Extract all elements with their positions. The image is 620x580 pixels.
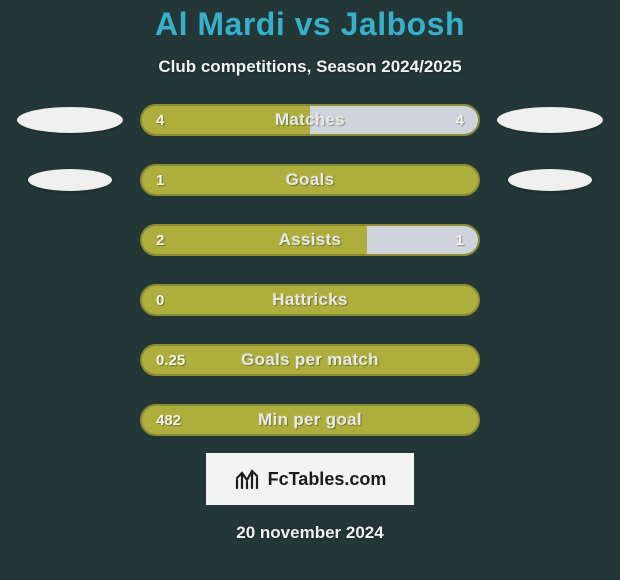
stat-row: 482Min per goal xyxy=(0,397,620,443)
comparison-card: Al Mardi vs Jalbosh Club competitions, S… xyxy=(0,0,620,580)
subtitle: Club competitions, Season 2024/2025 xyxy=(0,57,620,77)
fctables-logo-icon xyxy=(234,468,262,490)
player-left-slot xyxy=(0,217,140,263)
stat-bar: 0Hattricks xyxy=(140,284,480,316)
stat-value-right: 4 xyxy=(456,106,464,134)
player-left-slot xyxy=(0,337,140,383)
player-left-oval xyxy=(28,169,112,191)
stat-label: Matches xyxy=(142,106,478,134)
stat-bar: 1Goals xyxy=(140,164,480,196)
title-player-left: Al Mardi xyxy=(155,6,285,42)
stat-label: Goals xyxy=(142,166,478,194)
page-title: Al Mardi vs Jalbosh xyxy=(0,6,620,43)
stat-label: Goals per match xyxy=(142,346,478,374)
attribution-text: FcTables.com xyxy=(268,469,387,490)
title-separator: vs xyxy=(285,6,340,42)
player-right-slot xyxy=(480,157,620,203)
player-left-slot xyxy=(0,397,140,443)
stat-row: 0.25Goals per match xyxy=(0,337,620,383)
stat-row: 0Hattricks xyxy=(0,277,620,323)
attribution-box: FcTables.com xyxy=(206,453,414,505)
title-player-right: Jalbosh xyxy=(341,6,465,42)
player-right-oval xyxy=(508,169,592,191)
stat-value-right: 1 xyxy=(456,226,464,254)
stat-row: 1Goals xyxy=(0,157,620,203)
player-right-slot xyxy=(480,97,620,143)
stat-label: Assists xyxy=(142,226,478,254)
player-right-slot xyxy=(480,217,620,263)
stat-label: Min per goal xyxy=(142,406,478,434)
player-right-slot xyxy=(480,277,620,323)
stat-bar: 0.25Goals per match xyxy=(140,344,480,376)
stat-row: 4Matches4 xyxy=(0,97,620,143)
stat-bar: 482Min per goal xyxy=(140,404,480,436)
player-right-slot xyxy=(480,337,620,383)
player-right-slot xyxy=(480,397,620,443)
stat-bar: 4Matches4 xyxy=(140,104,480,136)
stat-row: 2Assists1 xyxy=(0,217,620,263)
attribution-inner: FcTables.com xyxy=(234,468,387,490)
player-left-slot xyxy=(0,97,140,143)
stat-bar: 2Assists1 xyxy=(140,224,480,256)
player-right-oval xyxy=(497,107,603,133)
footer-date: 20 november 2024 xyxy=(0,523,620,543)
player-left-oval xyxy=(17,107,123,133)
stat-label: Hattricks xyxy=(142,286,478,314)
player-left-slot xyxy=(0,277,140,323)
player-left-slot xyxy=(0,157,140,203)
stat-rows: 4Matches41Goals2Assists10Hattricks0.25Go… xyxy=(0,97,620,443)
